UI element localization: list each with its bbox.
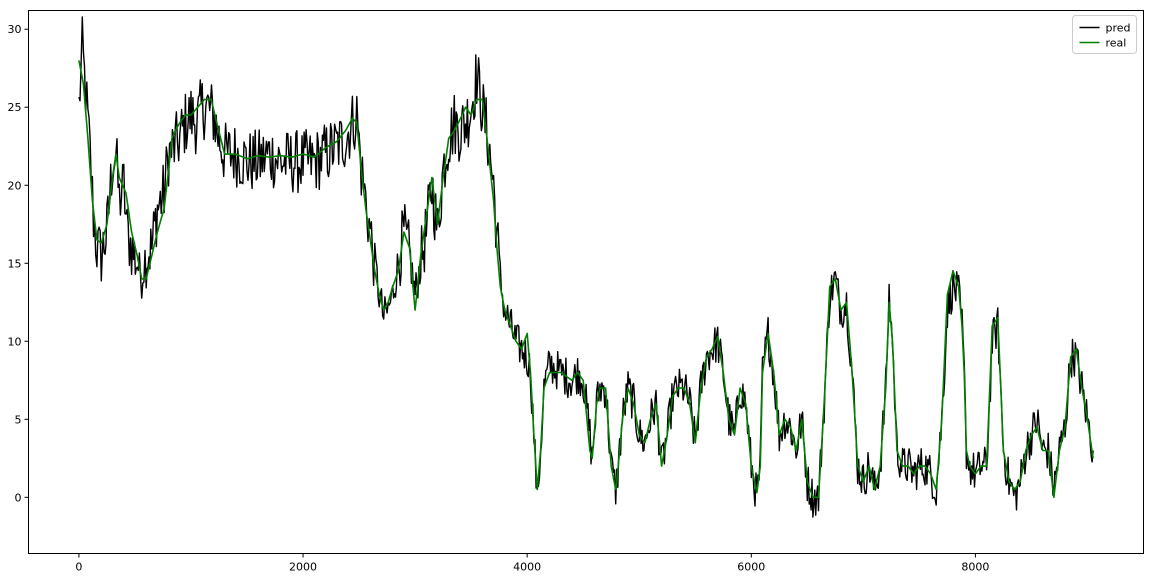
y-tick-label: 25 (8, 101, 22, 114)
x-tick-label: 2000 (289, 561, 317, 574)
x-tick-label: 8000 (961, 561, 989, 574)
plot-frame (28, 10, 1144, 554)
series-layer (78, 16, 1094, 518)
y-tick-label: 5 (15, 413, 22, 426)
y-tick-label: 30 (8, 23, 22, 36)
y-tick-label: 10 (8, 335, 22, 348)
legend: pred real (1072, 15, 1137, 54)
x-tick-label: 6000 (737, 561, 765, 574)
y-tick-label: 20 (8, 179, 22, 192)
x-tick-label: 4000 (513, 561, 541, 574)
legend-label-pred: pred (1106, 22, 1131, 35)
legend-label-real: real (1106, 37, 1127, 50)
series-line-real (78, 60, 1094, 499)
y-axis: 0 5 10 15 20 25 30 (8, 23, 29, 504)
series-line-pred (78, 16, 1094, 518)
legend-box (1072, 15, 1137, 54)
y-tick-label: 15 (8, 257, 22, 270)
x-tick-label: 0 (75, 561, 82, 574)
y-tick-label: 0 (15, 491, 22, 504)
x-axis: 0 2000 4000 6000 8000 (75, 553, 989, 574)
